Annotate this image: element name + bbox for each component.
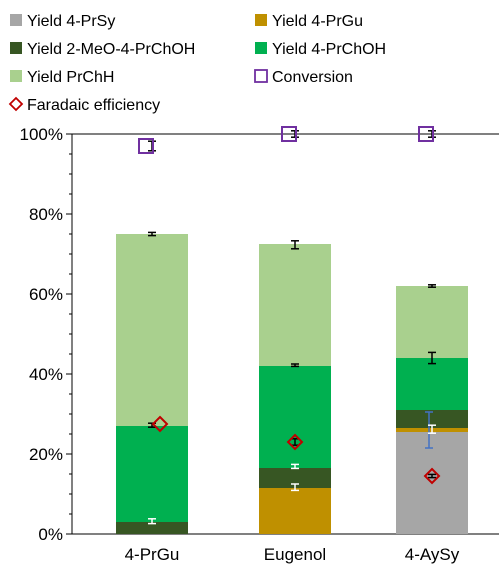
y-tick-label: 0% xyxy=(38,525,63,544)
bar-stacks xyxy=(116,234,468,534)
legend-swatch-yield-2-meo-4-prchoh xyxy=(10,42,22,54)
bar-yield-prchh-4-aysy xyxy=(396,286,468,358)
bar-yield-prchh-4-prgu xyxy=(116,234,188,426)
y-tick-label: 60% xyxy=(29,285,63,304)
faradaic-efficiency-marker-4-prgu xyxy=(151,415,169,433)
x-tick-label: Eugenol xyxy=(264,545,326,564)
legend-swatch-yield-prchh xyxy=(10,70,22,82)
bar-yield-2-meo-4-prchoh-4-aysy xyxy=(396,410,468,428)
bar-yield-4-prchoh-eugenol xyxy=(259,366,331,468)
legend-label-yield-prchh: Yield PrChH xyxy=(27,69,114,86)
bar-yield-prchh-eugenol xyxy=(259,244,331,366)
conversion-marker-eugenol xyxy=(281,126,297,142)
legend-swatch-yield-4-prsy xyxy=(10,14,22,26)
legend-label-faradaic-efficiency: Faradaic efficiency xyxy=(27,97,160,114)
bar-yield-4-prgu-eugenol xyxy=(259,488,331,534)
bar-yield-4-prchoh-4-aysy xyxy=(396,358,468,410)
legend-label-conversion: Conversion xyxy=(272,69,353,86)
legend-label-yield-4-prsy: Yield 4-PrSy xyxy=(27,13,115,30)
bar-yield-2-meo-4-prchoh-eugenol xyxy=(259,468,331,488)
marker-series xyxy=(138,126,441,485)
x-tick-label: 4-PrGu xyxy=(125,545,180,564)
legend-swatch-conversion xyxy=(254,69,268,83)
bar-yield-4-prchoh-4-prgu xyxy=(116,426,188,522)
faradaic-efficiency-marker-4-aysy xyxy=(423,467,441,485)
y-tick-label: 100% xyxy=(20,125,63,144)
x-tick-label: 4-AySy xyxy=(405,545,460,564)
legend-label-yield-4-prgu: Yield 4-PrGu xyxy=(272,13,363,30)
chart-axes: 0% 20% 40% 60% 80% 100% 4-PrGu Eugenol 4-AySy xyxy=(20,125,499,564)
y-tick-label: 40% xyxy=(29,365,63,384)
conversion-marker-4-aysy xyxy=(418,126,434,142)
faradaic-efficiency-marker-eugenol xyxy=(286,433,304,451)
y-tick-label: 20% xyxy=(29,445,63,464)
y-tick-label: 80% xyxy=(29,205,63,224)
legend-label-yield-4-prchoh: Yield 4-PrChOH xyxy=(272,41,386,58)
legend-swatch-yield-4-prchoh xyxy=(255,42,267,54)
conversion-marker-4-prgu xyxy=(138,138,154,154)
chart-legend: Yield 4-PrSy Yield 4-PrGu Yield 2-MeO-4-Pr… xyxy=(8,13,386,114)
legend-label-yield-2-meo-4-prchoh: Yield 2-MeO-4-PrChOH xyxy=(27,41,195,58)
legend-swatch-yield-4-prgu xyxy=(255,14,267,26)
legend-swatch-faradaic-efficiency xyxy=(8,96,24,112)
bar-yield-2-meo-4-prchoh-4-prgu xyxy=(116,522,188,534)
